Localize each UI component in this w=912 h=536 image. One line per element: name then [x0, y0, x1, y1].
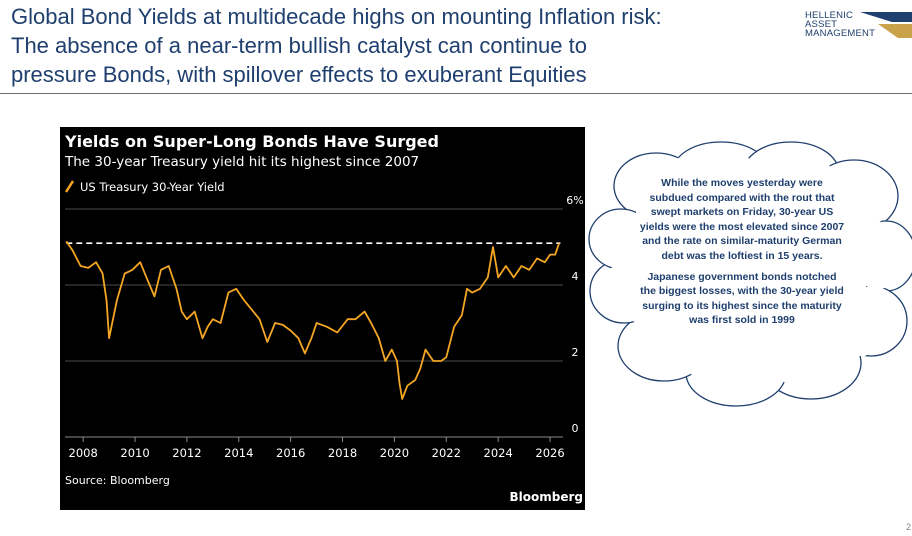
- callout-text: While the moves yesterday were subdued c…: [639, 176, 845, 334]
- chart-subtitle: The 30-year Treasury yield hit its highe…: [64, 154, 419, 170]
- y-tick-label: 2: [572, 346, 579, 359]
- slide-title-line-1: Global Bond Yields at multidecade highs …: [11, 4, 662, 29]
- logo-mark-icon: [860, 12, 912, 38]
- x-tick-label: 2012: [172, 446, 201, 460]
- callout-cloud-shape: [588, 141, 912, 407]
- x-tick-label: 2022: [432, 446, 461, 460]
- y-tick-label: 6%: [566, 194, 583, 207]
- slide-title: Global Bond Yields at multidecade highs …: [11, 2, 796, 89]
- x-tick-label: 2026: [535, 446, 564, 460]
- legend-swatch: [64, 180, 75, 193]
- title-divider: [0, 93, 912, 94]
- legend-label: US Treasury 30-Year Yield: [80, 180, 225, 194]
- logo-line-2: ASSET: [805, 19, 838, 30]
- slide-title-line-2: The absence of a near-term bullish catal…: [11, 33, 587, 58]
- logo-line-3: MANAGEMENT: [805, 28, 876, 39]
- chart-source: Source: Bloomberg: [65, 474, 170, 487]
- bloomberg-brand: Bloomberg: [510, 490, 584, 504]
- line-chart: Yields on Super-Long Bonds Have Surged T…: [64, 132, 584, 504]
- series-line-us-treasury-30y: [65, 240, 560, 400]
- logo-line-1: HELLENIC: [805, 10, 854, 21]
- company-logo: HELLENIC ASSET MANAGEMENT: [805, 10, 876, 39]
- callout-paragraph-1: While the moves yesterday were subdued c…: [639, 177, 845, 262]
- page-number: 2: [906, 522, 912, 532]
- x-tick-label: 2020: [380, 446, 409, 460]
- y-tick-label: 0: [572, 422, 579, 435]
- x-tick-label: 2024: [484, 446, 513, 460]
- x-tick-label: 2014: [224, 446, 253, 460]
- x-tick-label: 2016: [276, 446, 305, 460]
- x-tick-label: 2018: [328, 446, 357, 460]
- axes: 0 2 4 6% 2008 2010 2012 2014 2016 2018 2020 2022 202…: [65, 194, 584, 460]
- x-tick-label: 2008: [69, 446, 98, 460]
- chart-panel: Yields on Super-Long Bonds Have Surged T…: [60, 127, 585, 510]
- chart-title: Yields on Super-Long Bonds Have Surged: [64, 132, 439, 151]
- x-tick-label: 2010: [120, 446, 149, 460]
- y-tick-label: 4: [572, 270, 579, 283]
- slide-title-line-3: pressure Bonds, with spillover effects t…: [11, 62, 587, 87]
- callout-paragraph-2: Japanese government bonds notched the bi…: [640, 270, 844, 327]
